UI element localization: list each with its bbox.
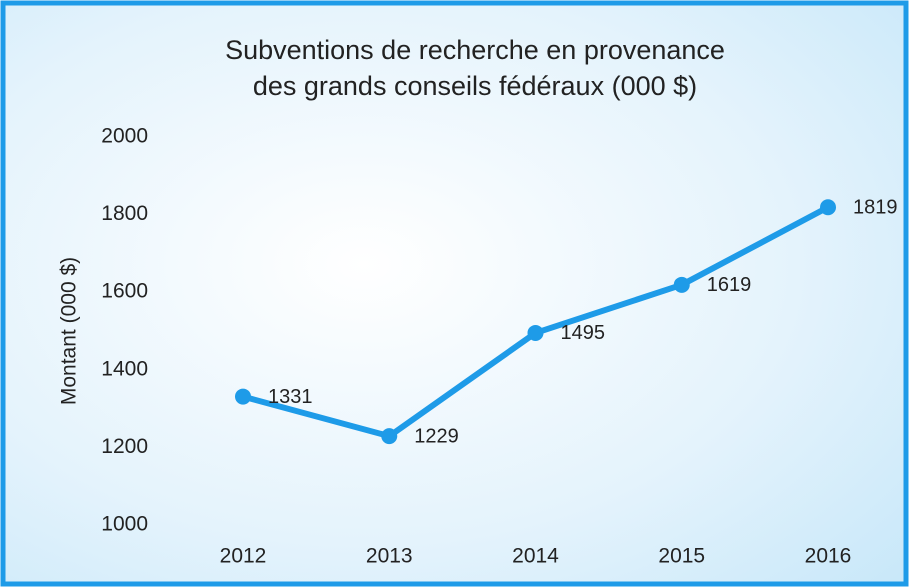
data-label: 1229: [414, 425, 459, 447]
y-tick-label: 2000: [101, 125, 148, 148]
y-tick-label: 1800: [101, 202, 148, 225]
data-label: 1619: [707, 274, 752, 296]
data-label: 1819: [853, 197, 898, 219]
point: [820, 199, 836, 216]
chart-title: des grands conseils fédéraux (000 $): [253, 71, 697, 101]
chart-title: Subventions de recherche en provenance: [225, 35, 725, 65]
data-label: 1495: [561, 322, 606, 344]
x-tick-label: 2016: [805, 545, 852, 568]
y-tick-label: 1000: [101, 513, 148, 536]
x-tick-label: 2013: [366, 545, 413, 568]
point: [673, 276, 690, 293]
y-tick-label: 1600: [101, 280, 148, 303]
data-label: 1331: [268, 386, 313, 408]
x-tick-label: 2015: [658, 545, 705, 568]
y-axis-label: Montant (000 $): [58, 257, 81, 405]
x-tick-label: 2014: [512, 545, 559, 568]
point: [381, 428, 398, 445]
y-tick-label: 1400: [101, 357, 148, 380]
x-tick-label: 2012: [220, 545, 267, 568]
y-tick-label: 1200: [101, 435, 148, 458]
point: [235, 388, 251, 405]
point: [527, 324, 544, 341]
